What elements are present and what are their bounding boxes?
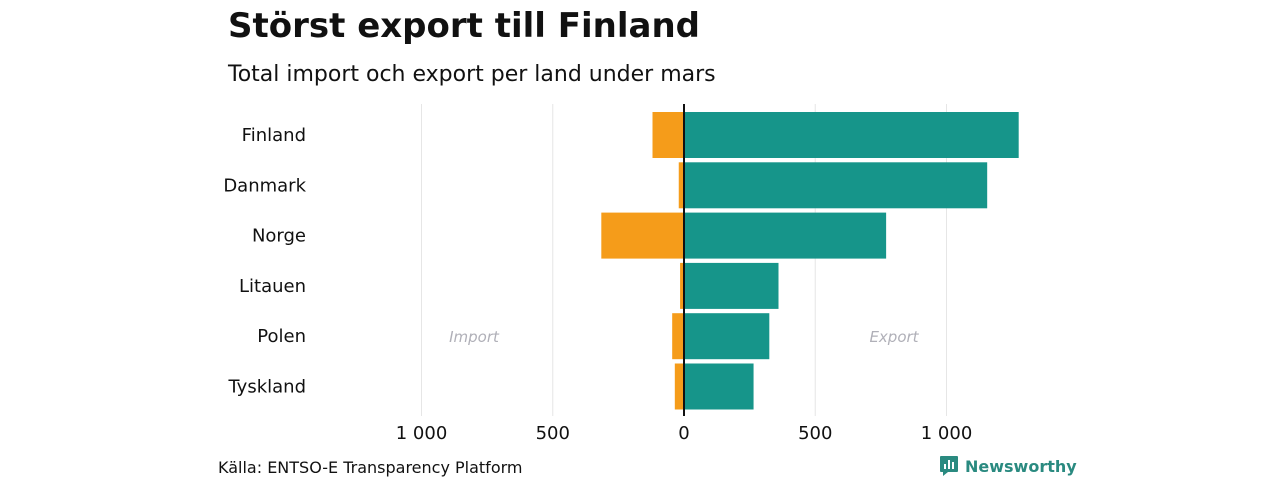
- import-bar: [678, 162, 684, 209]
- export-bar: [684, 363, 754, 410]
- category-label: Finland: [242, 125, 306, 146]
- x-tick-label: 500: [536, 423, 570, 444]
- chart-subtitle: Total import och export per land under m…: [228, 62, 716, 87]
- annotations: Import Export: [449, 328, 920, 346]
- source-note: Källa: ENTSO-E Transparency Platform: [218, 458, 523, 477]
- newsworthy-logo-icon: [940, 456, 958, 476]
- export-bar: [684, 262, 779, 309]
- brand-logo: Newsworthy: [939, 455, 1077, 477]
- import-bar: [652, 112, 684, 158]
- export-annotation: Export: [869, 328, 919, 346]
- import-bar: [601, 212, 684, 259]
- category-label: Tyskland: [227, 377, 306, 398]
- export-bar: [684, 162, 988, 209]
- import-bar: [672, 313, 684, 360]
- import-bar: [680, 262, 684, 309]
- category-label: Polen: [257, 326, 306, 347]
- export-bar: [684, 313, 770, 360]
- brand-name: Newsworthy: [965, 456, 1077, 476]
- category-label: Norge: [252, 226, 306, 247]
- import-annotation: Import: [449, 328, 500, 346]
- export-bar: [684, 112, 1019, 158]
- x-tick-label: 500: [798, 423, 832, 444]
- x-tick-label: 1 000: [396, 423, 448, 444]
- x-tick-label: 1 000: [921, 423, 973, 444]
- category-label: Danmark: [223, 175, 306, 196]
- x-tick-label: 0: [678, 423, 689, 444]
- category-label: Litauen: [239, 276, 306, 297]
- import-bar: [674, 363, 684, 410]
- export-bar: [684, 212, 887, 259]
- chart-title: Störst export till Finland: [228, 6, 701, 46]
- category-labels: Finland Danmark Norge Litauen Polen Tyskland: [223, 125, 306, 398]
- bars: [601, 104, 1019, 416]
- x-tick-labels: 1 000 500 0 500 1 000: [396, 423, 973, 444]
